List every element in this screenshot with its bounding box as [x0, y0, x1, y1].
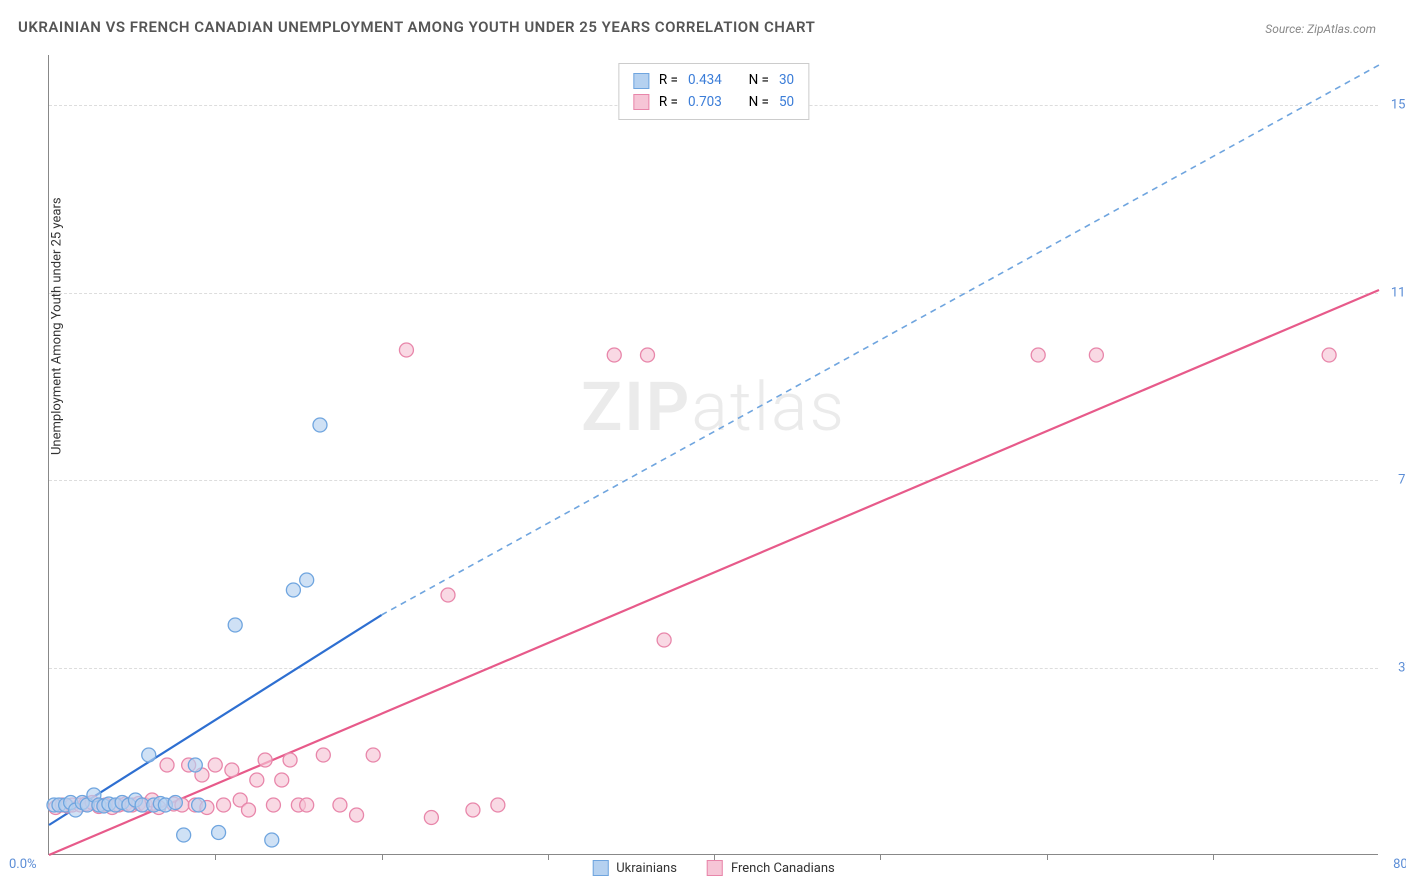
point-ukrainians [168, 796, 182, 810]
stats-row-french: R = 0.703 N = 50 [633, 92, 794, 114]
point-french-canadians [1031, 348, 1045, 362]
point-ukrainians [188, 758, 202, 772]
n-label-0: N = [749, 70, 769, 92]
footer-swatch-french [707, 860, 723, 876]
r-value-0: 0.434 [688, 70, 722, 92]
point-ukrainians [313, 418, 327, 432]
point-ukrainians [286, 583, 300, 597]
point-french-canadians [208, 758, 222, 772]
point-ukrainians [192, 798, 206, 812]
xtick [1213, 854, 1214, 860]
point-french-canadians [424, 811, 438, 825]
footer-legend: Ukrainians French Canadians [592, 860, 835, 876]
plot-area: Unemployment Among Youth under 25 years … [48, 55, 1378, 855]
ytick-label: 112.5% [1391, 285, 1406, 300]
xtick [215, 854, 216, 860]
point-french-canadians [242, 803, 256, 817]
origin-label: 0.0% [9, 857, 37, 872]
point-french-canadians [333, 798, 347, 812]
n-label-1: N = [749, 92, 769, 114]
n-value-0: 30 [779, 70, 794, 92]
point-ukrainians [212, 826, 226, 840]
chart-title: UKRAINIAN VS FRENCH CANADIAN UNEMPLOYMEN… [18, 18, 815, 36]
ytick-label: 75.0% [1398, 473, 1406, 488]
point-french-canadians [441, 588, 455, 602]
swatch-ukrainians [633, 73, 649, 89]
footer-item-ukrainians: Ukrainians [592, 860, 677, 876]
point-french-canadians [1089, 348, 1103, 362]
point-french-canadians [491, 798, 505, 812]
point-french-canadians [607, 348, 621, 362]
point-french-canadians [160, 758, 174, 772]
point-ukrainians [228, 618, 242, 632]
xtick [1047, 854, 1048, 860]
swatch-french [633, 94, 649, 110]
footer-label-ukrainians: Ukrainians [616, 861, 677, 876]
point-french-canadians [266, 798, 280, 812]
footer-label-french: French Canadians [731, 861, 835, 876]
xtick [382, 854, 383, 860]
point-french-canadians [300, 798, 314, 812]
ytick-label: 150.0% [1391, 98, 1406, 113]
source-label: Source: ZipAtlas.com [1265, 22, 1376, 36]
chart-svg [49, 55, 1378, 854]
r-label-0: R = [659, 70, 678, 92]
point-french-canadians [1322, 348, 1336, 362]
trendline-ukrainians-dash [382, 65, 1380, 615]
stats-row-ukrainians: R = 0.434 N = 30 [633, 70, 794, 92]
point-french-canadians [350, 808, 364, 822]
point-french-canadians [657, 633, 671, 647]
point-ukrainians [300, 573, 314, 587]
point-french-canadians [275, 773, 289, 787]
xtick [880, 854, 881, 860]
point-ukrainians [177, 828, 191, 842]
trendline-french [49, 290, 1379, 855]
ytick-label: 37.5% [1398, 660, 1406, 675]
stats-legend: R = 0.434 N = 30 R = 0.703 N = 50 [618, 63, 809, 120]
point-french-canadians [217, 798, 231, 812]
point-french-canadians [250, 773, 264, 787]
point-french-canadians [366, 748, 380, 762]
footer-item-french: French Canadians [707, 860, 835, 876]
point-french-canadians [399, 343, 413, 357]
point-french-canadians [283, 753, 297, 767]
footer-swatch-ukrainians [592, 860, 608, 876]
r-label-1: R = [659, 92, 678, 114]
point-ukrainians [265, 833, 279, 847]
xtick [548, 854, 549, 860]
point-ukrainians [142, 748, 156, 762]
r-value-1: 0.703 [688, 92, 722, 114]
point-french-canadians [466, 803, 480, 817]
x-max-label: 80.0% [1393, 857, 1406, 872]
point-french-canadians [641, 348, 655, 362]
point-french-canadians [316, 748, 330, 762]
point-french-canadians [258, 753, 272, 767]
point-french-canadians [225, 763, 239, 777]
n-value-1: 50 [779, 92, 794, 114]
